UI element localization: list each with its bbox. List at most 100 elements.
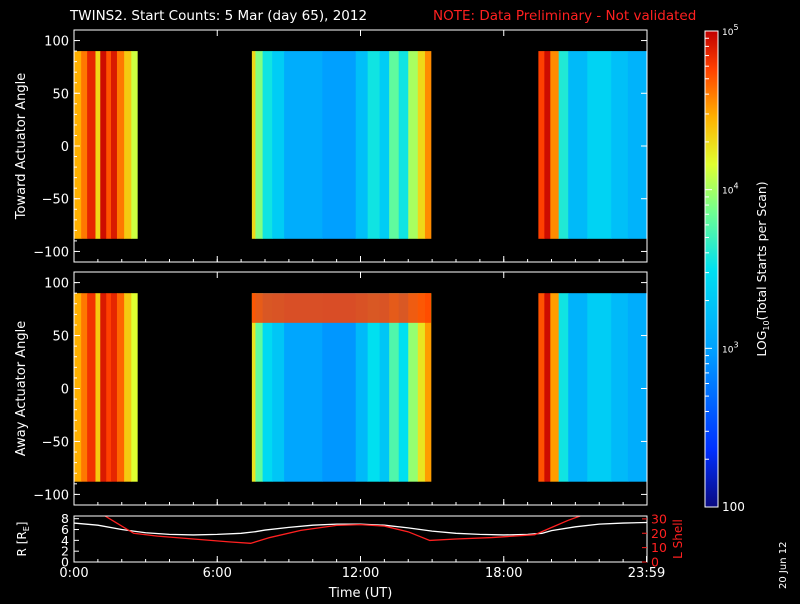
colorbar-label-rest: (Total Starts per Scan) bbox=[754, 181, 769, 320]
heatmap-band bbox=[100, 293, 107, 482]
colorbar-tick-label: 104 bbox=[722, 182, 739, 197]
y-tick-label-right: 10 bbox=[651, 540, 667, 555]
heatmap-band bbox=[627, 293, 648, 482]
heatmap-band bbox=[587, 293, 612, 482]
heatmap-band bbox=[251, 293, 256, 482]
y-tick-label-right: 20 bbox=[651, 526, 667, 541]
heatmap-band bbox=[611, 51, 629, 239]
heatmap-band bbox=[284, 293, 323, 482]
colorbar-label-sub: 10 bbox=[762, 320, 771, 330]
y-tick-label: 0 bbox=[61, 140, 69, 155]
heatmap-band bbox=[544, 51, 551, 239]
colorbar-gradient bbox=[704, 30, 719, 508]
y-axis-label: Toward Actuator Angle bbox=[14, 73, 29, 220]
heatmap-band bbox=[272, 51, 285, 239]
heatmap-band bbox=[74, 293, 82, 482]
colorbar-tick-base: 100 bbox=[722, 500, 745, 514]
y-tick-label: −100 bbox=[33, 245, 69, 260]
heatmap-band bbox=[550, 293, 560, 482]
colorbar-tick-base: 10 bbox=[722, 345, 734, 355]
away-angle-panel: 100 50 0 −50 −100 Away Actuator Angle bbox=[14, 271, 648, 506]
heatmap-band bbox=[131, 293, 138, 482]
y-axis-label-left: R [RE] bbox=[15, 522, 31, 557]
heatmap-band bbox=[106, 293, 112, 482]
heatmap-band bbox=[389, 293, 400, 482]
x-tick-label: 0:00 bbox=[59, 566, 88, 581]
heatmap-band bbox=[116, 51, 125, 239]
heatmap-band bbox=[417, 51, 426, 239]
heatmap-band bbox=[74, 51, 82, 239]
y-axis-label-left-end: ] bbox=[15, 522, 29, 527]
heatmap-band bbox=[87, 51, 96, 239]
l-shell-line bbox=[104, 516, 581, 544]
heatmap-band bbox=[424, 293, 432, 482]
heatmap-band bbox=[87, 293, 96, 482]
heatmap-band bbox=[251, 51, 256, 239]
heatmap-band bbox=[538, 293, 545, 482]
heatmap-band bbox=[124, 51, 132, 239]
heatmap-band bbox=[255, 51, 264, 239]
heatmap-band bbox=[272, 293, 285, 482]
heatmap-band bbox=[408, 293, 419, 482]
heatmap-band bbox=[398, 293, 409, 482]
colorbar-tick-exp: 3 bbox=[733, 340, 738, 349]
colorbar-tick-exp: 4 bbox=[733, 182, 738, 191]
heatmap-band bbox=[262, 51, 273, 239]
y-tick-label: 0 bbox=[61, 555, 69, 570]
x-tick-label: 12:00 bbox=[342, 566, 379, 581]
y-tick-label: 6 bbox=[61, 522, 69, 537]
y-axis-label-left-sub: E bbox=[22, 526, 31, 531]
y-tick-label: 8 bbox=[61, 511, 69, 526]
heatmap-band bbox=[111, 51, 118, 239]
colorbar-tick-label: 103 bbox=[722, 340, 739, 355]
x-tick-label: 18:00 bbox=[485, 566, 522, 581]
y-tick-label: 100 bbox=[44, 277, 69, 292]
colorbar-tick-exp: 5 bbox=[733, 23, 738, 32]
heatmap-band bbox=[568, 293, 588, 482]
heatmap-band bbox=[111, 293, 118, 482]
y-tick-label: 100 bbox=[44, 35, 69, 50]
heatmap-band bbox=[116, 293, 125, 482]
heatmap-band bbox=[389, 51, 400, 239]
heatmap-band bbox=[355, 293, 369, 482]
y-tick-label: 2 bbox=[61, 544, 69, 559]
heatmap-band bbox=[255, 293, 264, 482]
heatmap-band bbox=[424, 51, 432, 239]
heatmap-band bbox=[544, 293, 551, 482]
y-axis-label-right: L Shell bbox=[671, 519, 685, 559]
heatmap-band bbox=[367, 51, 380, 239]
heatmap-band bbox=[550, 51, 560, 239]
heatmap-band bbox=[558, 293, 569, 482]
heatmap-band bbox=[398, 51, 409, 239]
y-tick-label: 4 bbox=[61, 533, 69, 548]
heatmap-band bbox=[284, 51, 323, 239]
colorbar-label-log: LOG bbox=[754, 331, 769, 357]
colorbar-label: LOG10(Total Starts per Scan) bbox=[754, 181, 771, 356]
x-axis-label: Time (UT) bbox=[328, 586, 393, 600]
heatmap-band bbox=[355, 51, 369, 239]
y-tick-label: 50 bbox=[52, 330, 69, 345]
colorbar-tick-label: 100 bbox=[722, 500, 745, 514]
colorbar-tick-base: 10 bbox=[722, 28, 734, 38]
heatmap-band bbox=[262, 293, 273, 482]
y-tick-label-right: 0 bbox=[651, 555, 659, 570]
heatmap-hot-strip bbox=[251, 293, 431, 323]
heatmap-band bbox=[322, 51, 357, 239]
heatmap-band bbox=[611, 293, 629, 482]
y-tick-label: −50 bbox=[42, 435, 69, 450]
heatmap-band bbox=[558, 51, 569, 239]
chart-title: TWINS2. Start Counts: 5 Mar (day 65), 20… bbox=[69, 8, 367, 24]
heatmap-band bbox=[538, 51, 545, 239]
heatmap-band bbox=[568, 51, 588, 239]
date-stamp: 20 Jun 12 bbox=[778, 542, 789, 589]
heatmap-band bbox=[131, 51, 138, 239]
y-tick-label: 0 bbox=[61, 383, 69, 398]
y-tick-label: 50 bbox=[52, 87, 69, 102]
heatmap-band bbox=[106, 51, 112, 239]
heatmap-band bbox=[367, 293, 380, 482]
heatmap-band bbox=[417, 293, 426, 482]
heatmap-band bbox=[95, 293, 101, 482]
heatmap-band bbox=[379, 293, 390, 482]
heatmap-band bbox=[379, 51, 390, 239]
